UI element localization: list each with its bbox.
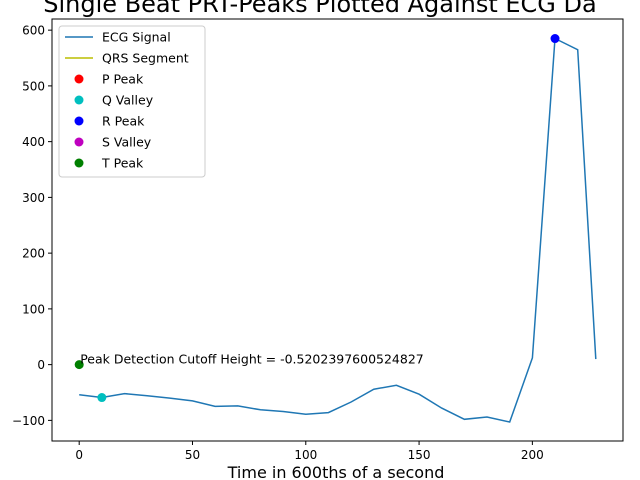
marker-4-0: [550, 34, 560, 44]
y-tick-label-6: 500: [22, 79, 45, 93]
y-tick-label-5: 400: [22, 135, 45, 149]
legend-label-1: QRS Segment: [102, 51, 189, 66]
y-tick-label-3: 200: [22, 247, 45, 261]
x-axis-label: Time in 600ths of a second: [227, 463, 445, 480]
legend: ECG Signal QRS Segment P Peak Q Valley R Pea…: [58, 25, 206, 178]
series-line-0: [79, 37, 597, 423]
y-tick-label-0: −100: [12, 414, 45, 428]
legend-swatch-4: [74, 116, 84, 126]
y-tick-label-1: 0: [37, 358, 45, 372]
legend-label-5: S Valley: [102, 135, 152, 150]
legend-label-2: P Peak: [102, 72, 144, 87]
legend-swatch-6: [74, 158, 84, 168]
x-tick-label-1: 50: [185, 448, 200, 462]
legend-swatch-5: [74, 137, 84, 147]
y-tick-label-4: 300: [22, 191, 45, 205]
legend-label-6: T Peak: [101, 156, 144, 171]
marker-3-0: [97, 393, 107, 403]
x-tick-label-0: 0: [75, 448, 83, 462]
legend-swatch-2: [74, 74, 84, 84]
plot-area: Peak Detection Cutoff Height = -0.520239…: [74, 34, 597, 423]
y-tick-label-7: 600: [22, 24, 45, 38]
cutoff-annotation: Peak Detection Cutoff Height = -0.520239…: [80, 352, 424, 367]
legend-swatch-3: [74, 95, 84, 105]
plot-frame: [51, 18, 624, 442]
marker-6-0: [74, 360, 84, 370]
y-tick-label-2: 100: [22, 302, 45, 316]
x-tick-label-4: 200: [521, 448, 544, 462]
chart-title: Single Beat PRT-Peaks Plotted Against EC…: [43, 0, 596, 18]
legend-label-3: Q Valley: [102, 93, 154, 108]
legend-label-0: ECG Signal: [102, 30, 171, 45]
x-tick-label-2: 100: [294, 448, 317, 462]
legend-label-4: R Peak: [102, 114, 145, 129]
axes: 0 50 100 150 200 −100 0 100 200 300 400 500 600: [12, 18, 624, 462]
x-tick-label-3: 150: [408, 448, 431, 462]
legend-box: [58, 25, 206, 178]
